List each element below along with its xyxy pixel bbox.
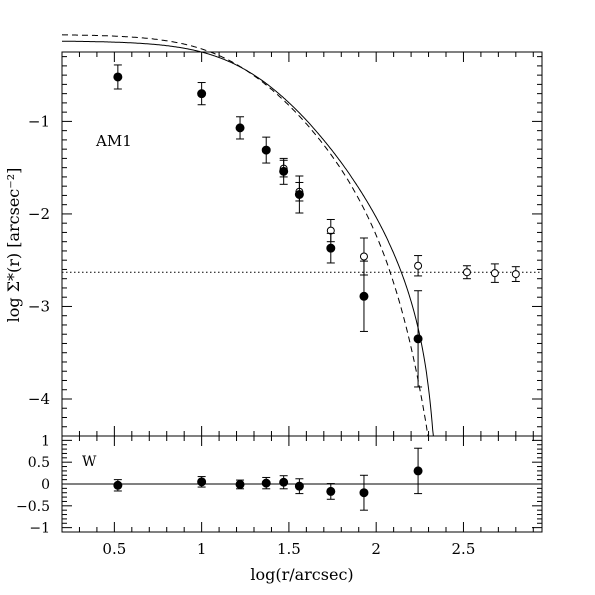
data-point-filled	[326, 243, 336, 253]
residual-point	[326, 486, 336, 496]
cluster-label: AM1	[95, 132, 132, 150]
x-tick-label: 2.5	[452, 540, 476, 558]
residual-tick-label: 0.5	[28, 455, 50, 471]
residual-point	[359, 488, 369, 498]
model-curve-solid	[62, 40, 434, 437]
main-ticks	[61, 52, 542, 437]
main-ytick-labels: −1 −2 −3 −4	[28, 112, 50, 408]
x-tick-labels: 0.5 1 1.5 2 2.5	[102, 540, 475, 558]
data-point-open	[414, 261, 423, 270]
x-axis-label: log(r/arcsec)	[250, 565, 353, 584]
data-point-filled	[413, 334, 423, 344]
main-panel: −1 −2 −3 −4 AM1	[28, 34, 543, 437]
data-point-open	[511, 270, 520, 279]
data-point-filled	[113, 72, 123, 82]
x-tick-label: 0.5	[102, 540, 126, 558]
y-tick-label: −4	[28, 390, 50, 408]
residual-tick-label: −0.5	[16, 499, 50, 515]
residual-point	[261, 478, 271, 488]
main-frame	[61, 51, 543, 437]
residual-label: W	[82, 454, 97, 470]
residual-point	[235, 479, 245, 489]
residual-data-points	[113, 447, 423, 511]
residual-point	[279, 477, 289, 487]
y-tick-label: −2	[28, 205, 50, 223]
y-axis-label: log Σ*(r) [arcsec⁻²]	[4, 168, 23, 323]
data-point-open	[359, 252, 368, 261]
main-data-points	[113, 64, 520, 388]
residual-tick-label: −1	[29, 521, 50, 537]
x-tick-label: 2	[371, 540, 381, 558]
data-point-filled	[261, 145, 271, 155]
residual-point	[294, 481, 304, 491]
residual-point	[197, 477, 207, 487]
y-tick-label: −3	[28, 297, 50, 315]
data-point-filled	[359, 291, 369, 301]
data-point-filled	[197, 89, 207, 99]
model-curve-dashed	[61, 34, 429, 437]
residual-tick-label: 1	[41, 433, 50, 449]
residual-point	[113, 480, 123, 490]
x-tick-label: 1	[197, 540, 207, 558]
data-point-filled	[294, 189, 304, 199]
x-tick-label: 1.5	[277, 540, 301, 558]
data-point-open	[462, 268, 471, 277]
y-tick-label: −1	[28, 112, 50, 130]
data-point-open	[490, 269, 499, 278]
data-point-filled	[279, 166, 289, 176]
residual-ytick-labels: 1 0.5 0 −0.5 −1	[16, 433, 50, 536]
residual-tick-label: 0	[41, 477, 50, 493]
data-point-filled	[235, 123, 245, 133]
residual-panel: 1 0.5 0 −0.5 −1 W	[16, 433, 543, 537]
residual-point	[413, 466, 423, 476]
